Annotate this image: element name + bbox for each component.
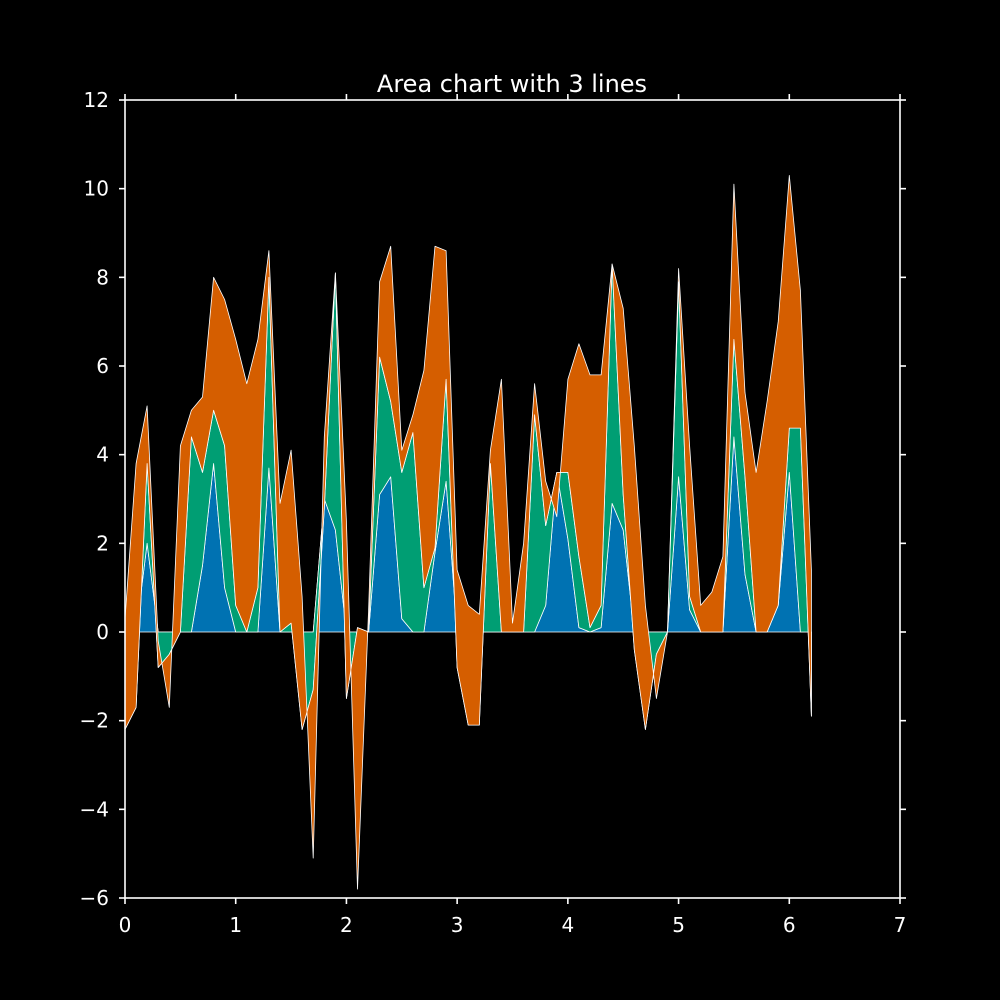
y-tick-label: −6	[80, 886, 109, 910]
y-tick-label: −2	[80, 709, 109, 733]
plot-frame	[124, 99, 901, 899]
x-tick-label: 1	[229, 913, 242, 937]
x-tick-label: 3	[451, 913, 464, 937]
x-tick-label: 4	[561, 913, 574, 937]
y-tick-label: 8	[96, 265, 109, 289]
x-tick-label: 2	[340, 913, 353, 937]
x-tick-label: 5	[672, 913, 685, 937]
chart-title: Area chart with 3 lines	[377, 70, 647, 98]
y-tick-label: 0	[96, 620, 109, 644]
x-tick-label: 7	[894, 913, 907, 937]
y-tick-label: 12	[84, 88, 109, 112]
y-tick-label: −4	[80, 797, 109, 821]
y-tick-label: 10	[84, 177, 109, 201]
y-tick-label: 2	[96, 531, 109, 555]
areas-layer	[124, 175, 812, 890]
y-tick-label: 6	[96, 354, 109, 378]
x-tick-label: 0	[119, 913, 132, 937]
y-tick-label: 4	[96, 443, 109, 467]
x-tick-label: 6	[783, 913, 796, 937]
area-series-3	[124, 175, 812, 890]
